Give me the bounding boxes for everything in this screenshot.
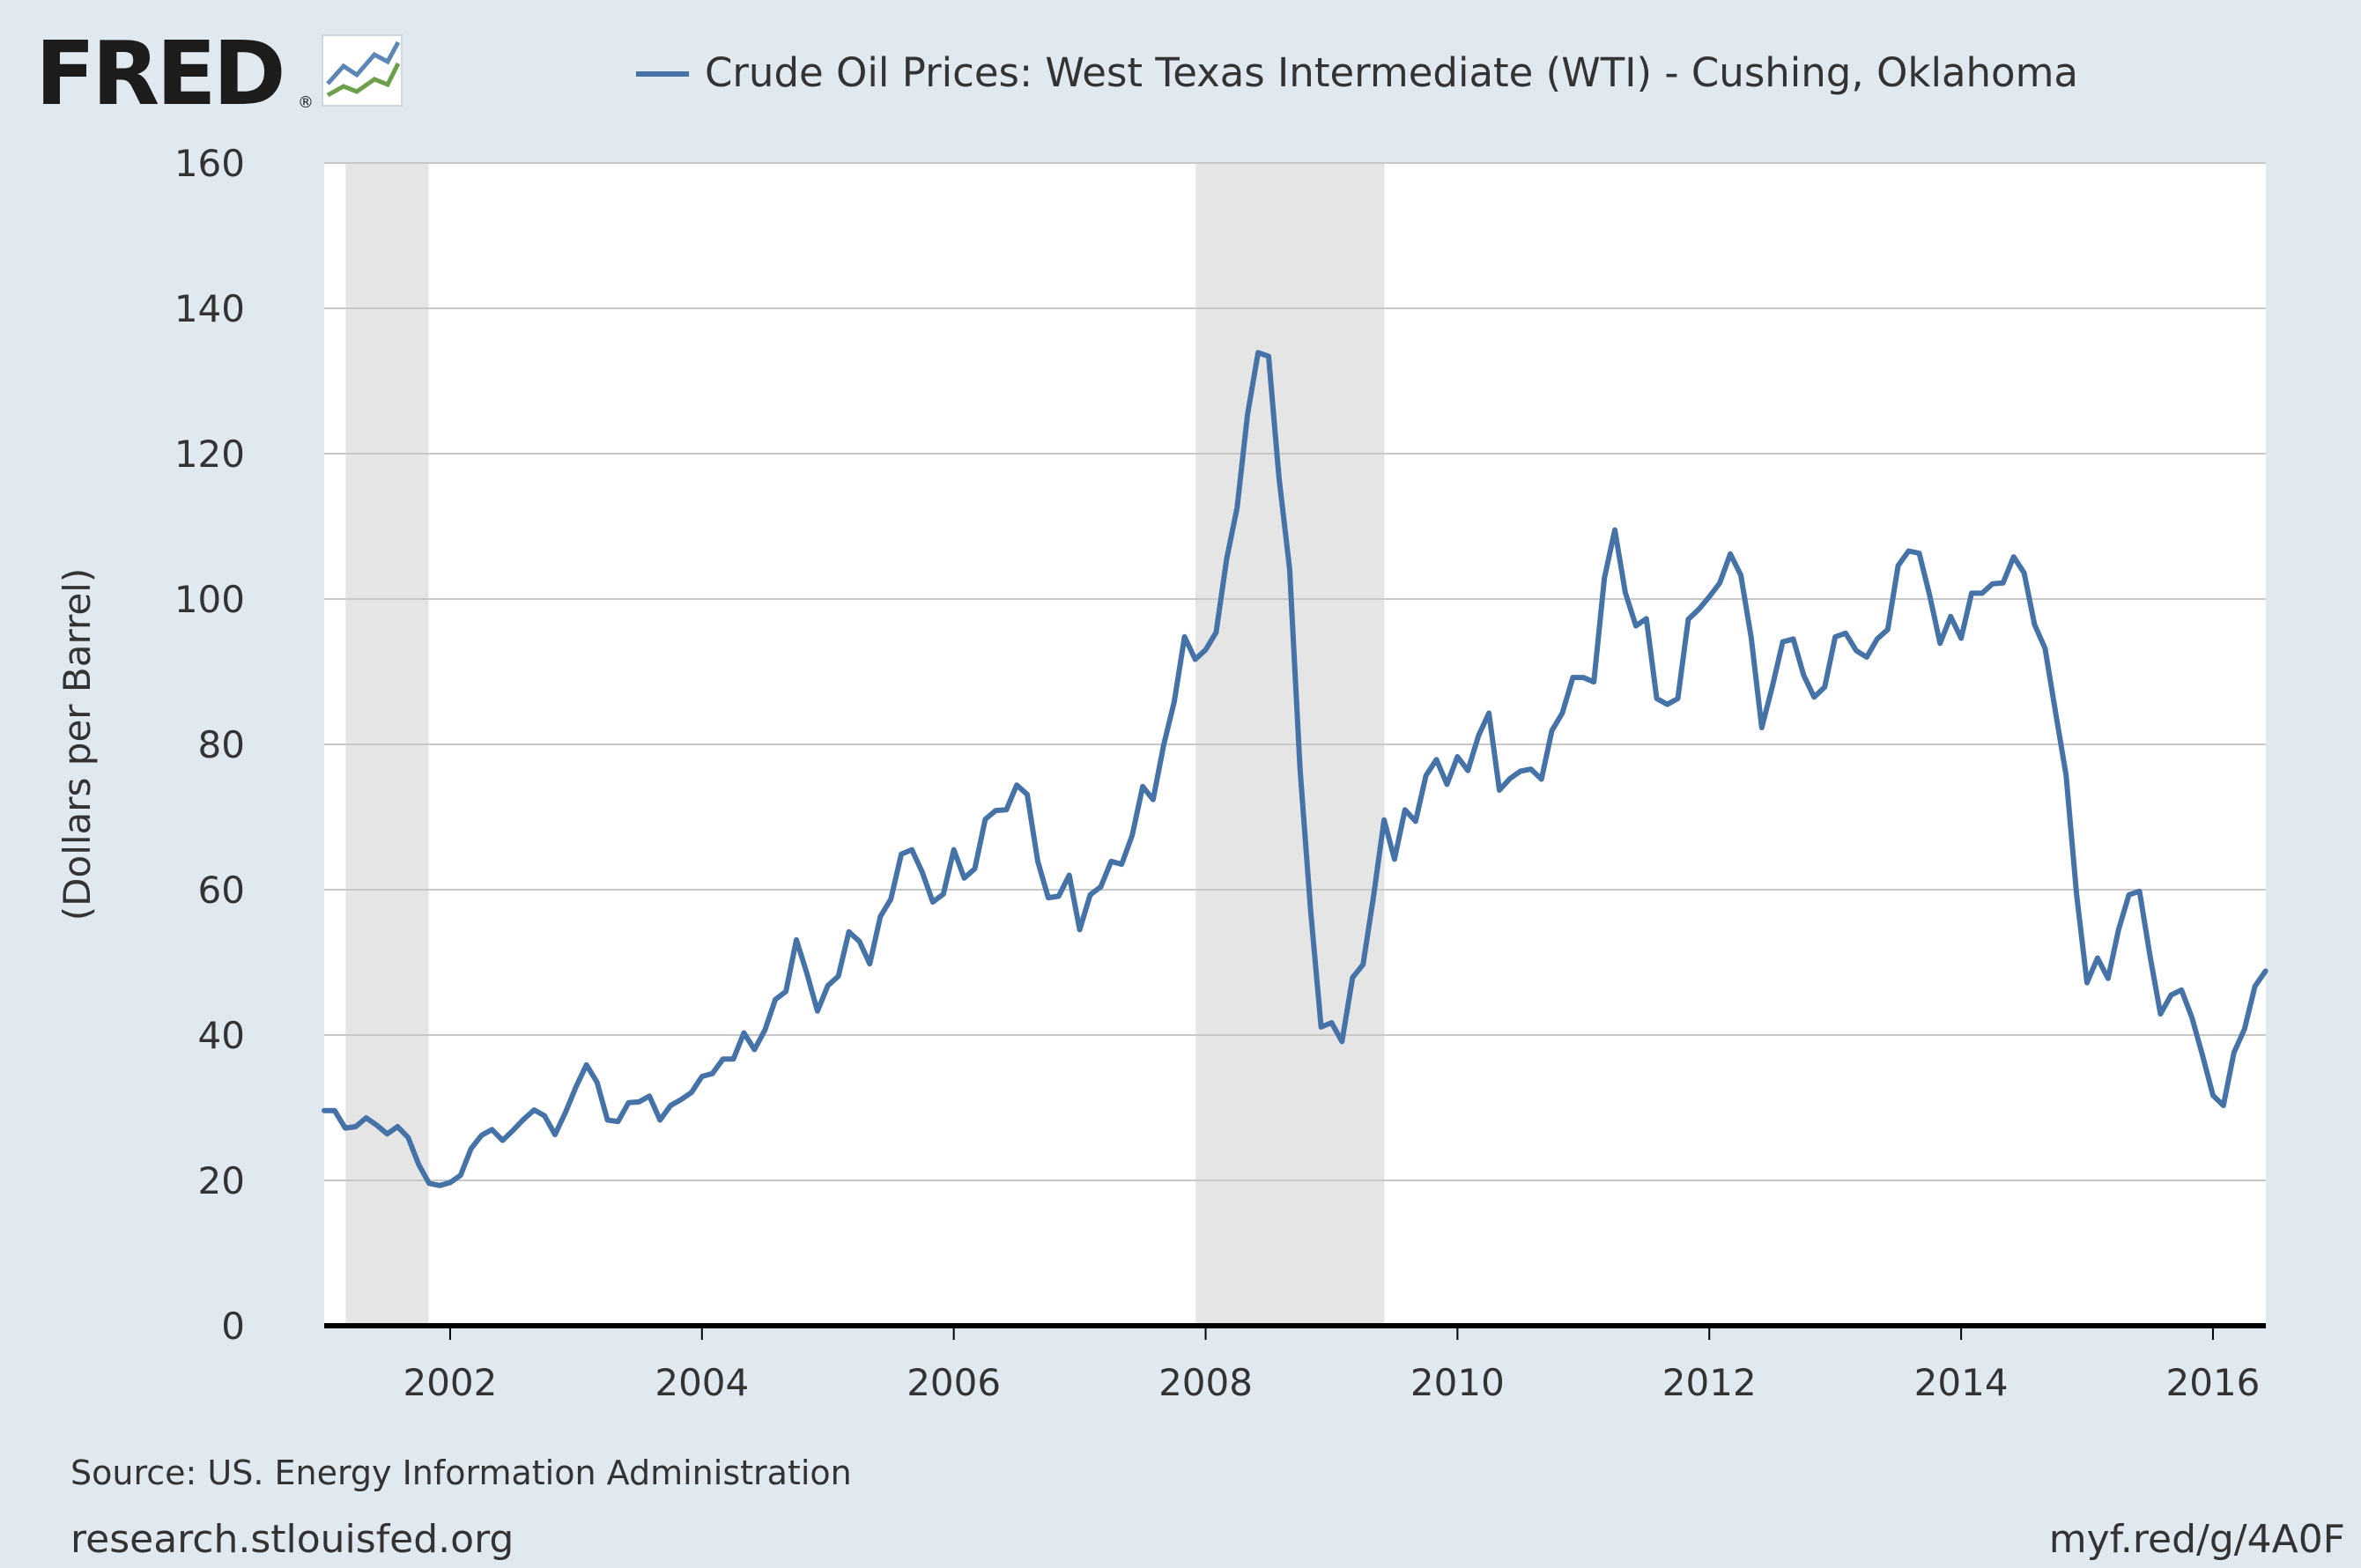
logo-text: FRED — [35, 22, 283, 125]
x-tick-label: 2014 — [1914, 1361, 2009, 1404]
x-tick-label: 2010 — [1410, 1361, 1505, 1404]
y-tick-label: 120 — [174, 433, 245, 476]
x-tick-label: 2006 — [907, 1361, 1001, 1404]
y-tick-label: 80 — [198, 723, 245, 766]
fred-logo[interactable]: FRED ® — [35, 22, 403, 125]
y-tick-label: 160 — [174, 142, 245, 185]
x-tick-labels: 2002 2004 2006 2008 2010 2012 2014 2016 — [403, 1326, 2260, 1404]
x-tick-label: 2002 — [403, 1361, 497, 1404]
y-tick-label: 100 — [174, 578, 245, 621]
x-tick-label: 2012 — [1662, 1361, 1757, 1404]
x-tick-label: 2016 — [2166, 1361, 2261, 1404]
y-tick-label: 140 — [174, 287, 245, 330]
legend-label: Crude Oil Prices: West Texas Intermediat… — [705, 49, 2078, 96]
y-tick-label: 0 — [221, 1305, 245, 1348]
y-tick-label: 40 — [198, 1014, 245, 1057]
gridlines — [324, 162, 2266, 1181]
series-line — [322, 350, 2268, 1188]
series-layer — [322, 350, 2268, 1188]
y-tick-label: 20 — [198, 1159, 245, 1202]
y-tick-labels: 0 20 40 60 80 100 120 140 160 — [174, 142, 245, 1348]
x-tick-label: 2008 — [1158, 1361, 1253, 1404]
short-link[interactable]: myf.red/g/4A0F — [2049, 1517, 2345, 1562]
site-link[interactable]: research.stlouisfed.org — [70, 1517, 514, 1562]
x-tick-label: 2004 — [655, 1361, 749, 1404]
logo-registered-mark: ® — [298, 93, 314, 112]
y-tick-label: 60 — [198, 869, 245, 912]
y-axis-label: (Dollars per Barrel) — [56, 568, 99, 921]
chart-line-icon — [322, 34, 403, 107]
legend: Crude Oil Prices: West Texas Intermediat… — [636, 49, 2078, 96]
source-note: Source: US. Energy Information Administr… — [70, 1453, 852, 1492]
